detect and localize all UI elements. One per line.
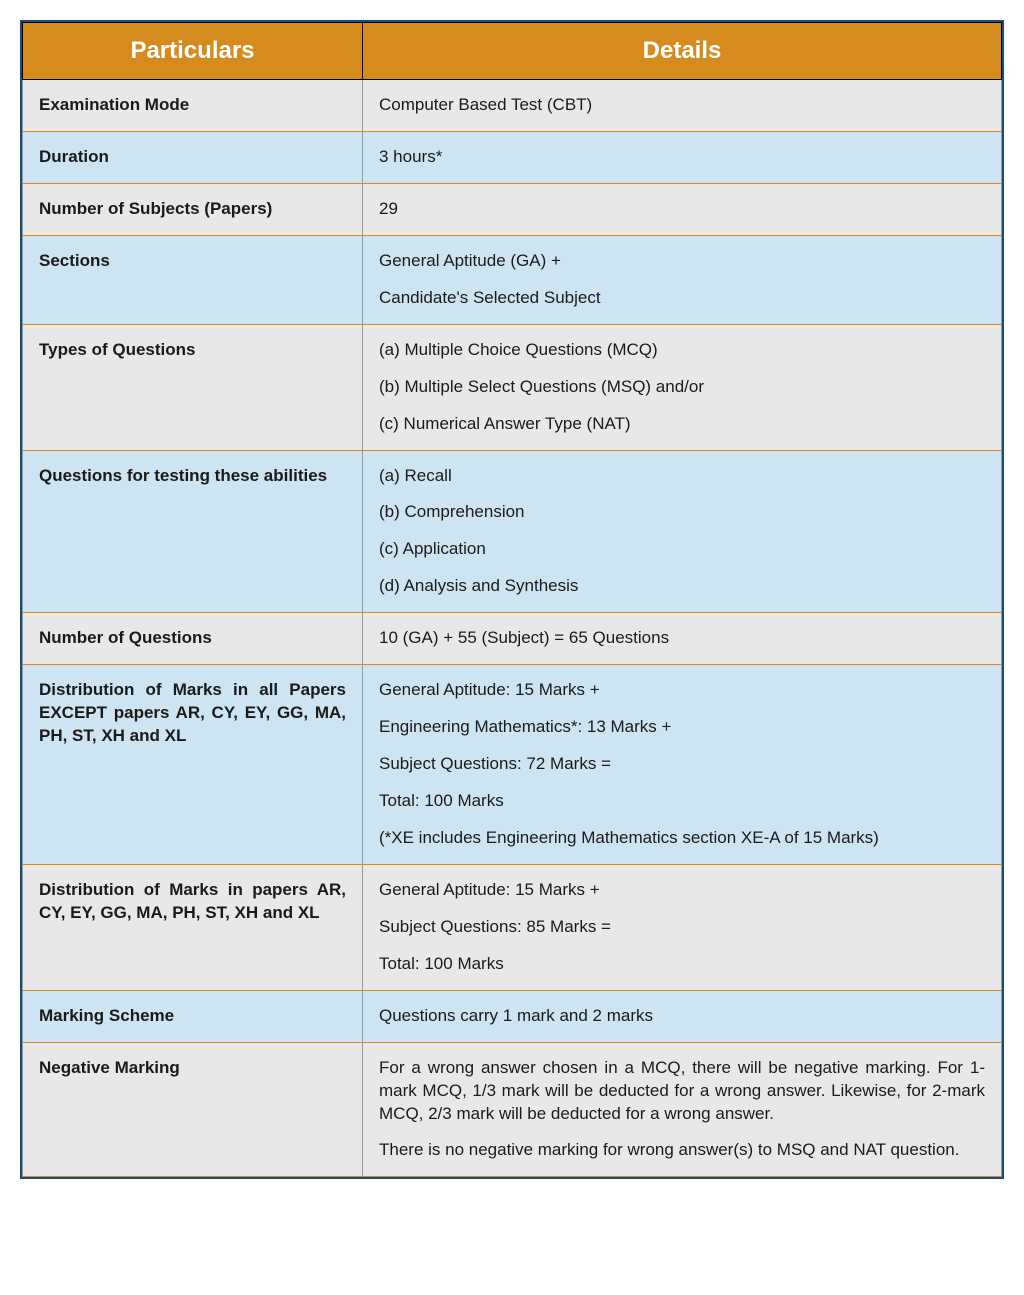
details-cell: General Aptitude (GA) + Candidate's Selec… [363,235,1002,324]
details-line: (b) Comprehension [379,501,985,524]
particulars-cell: Sections [23,235,363,324]
details-line: Total: 100 Marks [379,790,985,813]
details-cell: (a) Multiple Choice Questions (MCQ) (b) M… [363,324,1002,450]
details-cell: 29 [363,183,1002,235]
details-line: General Aptitude: 15 Marks + [379,679,985,702]
details-line: (a) Recall [379,465,985,488]
details-line: 10 (GA) + 55 (Subject) = 65 Questions [379,627,985,650]
particulars-cell: Distribution of Marks in all Papers EXCE… [23,665,363,865]
details-line: For a wrong answer chosen in a MCQ, ther… [379,1057,985,1126]
table-row: Distribution of Marks in all Papers EXCE… [23,665,1002,865]
particulars-cell: Distribution of Marks in papers AR, CY, … [23,864,363,990]
details-line: Engineering Mathematics*: 13 Marks + [379,716,985,739]
particulars-cell: Negative Marking [23,1042,363,1177]
details-line: Subject Questions: 72 Marks = [379,753,985,776]
details-cell: General Aptitude: 15 Marks + Subject Ques… [363,864,1002,990]
table-row: Marking Scheme Questions carry 1 mark and… [23,990,1002,1042]
particulars-cell: Number of Questions [23,613,363,665]
particulars-cell: Marking Scheme [23,990,363,1042]
particulars-cell: Examination Mode [23,80,363,132]
exam-info-table: Particulars Details Examination Mode Comp… [22,22,1002,1177]
details-cell: General Aptitude: 15 Marks + Engineering … [363,665,1002,865]
table-row: Questions for testing these abilities(a)… [23,450,1002,613]
details-cell: Questions carry 1 mark and 2 marks [363,990,1002,1042]
details-line: (d) Analysis and Synthesis [379,575,985,598]
details-line: (c) Application [379,538,985,561]
particulars-cell: Questions for testing these abilities [23,450,363,613]
details-line: (a) Multiple Choice Questions (MCQ) [379,339,985,362]
details-line: Questions carry 1 mark and 2 marks [379,1005,985,1028]
table-row: Number of Questions 10 (GA) + 55 (Subject… [23,613,1002,665]
details-line: (c) Numerical Answer Type (NAT) [379,413,985,436]
details-cell: Computer Based Test (CBT) [363,80,1002,132]
details-line: Total: 100 Marks [379,953,985,976]
details-cell: For a wrong answer chosen in a MCQ, ther… [363,1042,1002,1177]
exam-info-table-container: Particulars Details Examination Mode Comp… [20,20,1004,1179]
particulars-cell: Duration [23,131,363,183]
details-line: (b) Multiple Select Questions (MSQ) and/… [379,376,985,399]
table-body: Examination Mode Computer Based Test (CBT… [23,80,1002,1177]
particulars-cell: Types of Questions [23,324,363,450]
table-row: Types of Questions(a) Multiple Choice Qu… [23,324,1002,450]
details-line: There is no negative marking for wrong a… [379,1139,985,1162]
table-row: Examination Mode Computer Based Test (CBT… [23,80,1002,132]
details-line: General Aptitude: 15 Marks + [379,879,985,902]
details-line: Computer Based Test (CBT) [379,94,985,117]
details-cell: 3 hours* [363,131,1002,183]
table-row: Number of Subjects (Papers) 29 [23,183,1002,235]
table-row: Distribution of Marks in papers AR, CY, … [23,864,1002,990]
col-header-particulars: Particulars [23,23,363,80]
details-line: General Aptitude (GA) + [379,250,985,273]
details-line: (*XE includes Engineering Mathematics se… [379,827,985,850]
details-line: 29 [379,198,985,221]
table-row: Duration 3 hours* [23,131,1002,183]
table-row: Negative MarkingFor a wrong answer chose… [23,1042,1002,1177]
col-header-details: Details [363,23,1002,80]
table-row: Sections General Aptitude (GA) + Candidate… [23,235,1002,324]
details-line: 3 hours* [379,146,985,169]
details-cell: (a) Recall (b) Comprehension (c) Applicati… [363,450,1002,613]
details-cell: 10 (GA) + 55 (Subject) = 65 Questions [363,613,1002,665]
details-line: Subject Questions: 85 Marks = [379,916,985,939]
details-line: Candidate's Selected Subject [379,287,985,310]
particulars-cell: Number of Subjects (Papers) [23,183,363,235]
table-header-row: Particulars Details [23,23,1002,80]
